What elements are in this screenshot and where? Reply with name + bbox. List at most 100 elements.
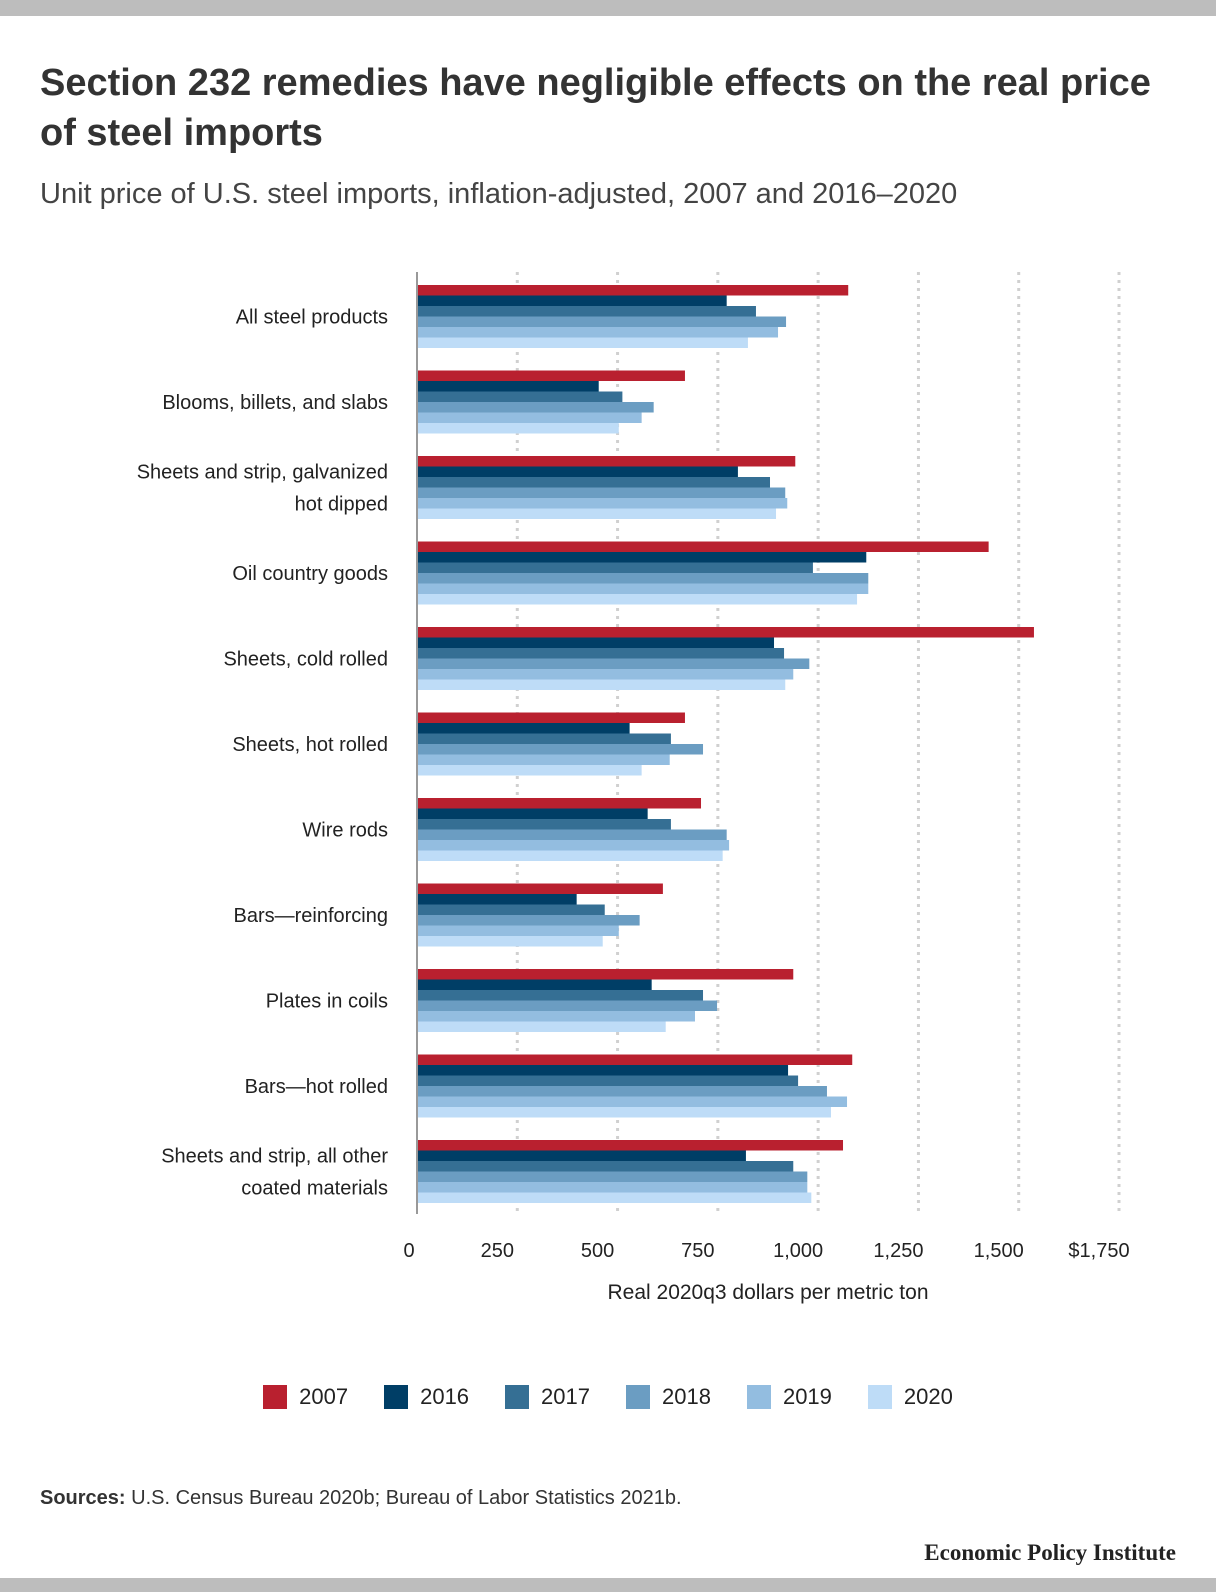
bar-2018 xyxy=(417,1086,827,1097)
bar-2019 xyxy=(417,754,670,765)
source-note: Sources: U.S. Census Bureau 2020b; Burea… xyxy=(40,1487,682,1510)
legend: 2007 2016 2017 2018 2019 2020 xyxy=(0,1384,1216,1410)
legend-swatch xyxy=(505,1385,530,1409)
legend-label: 2018 xyxy=(662,1384,711,1409)
bar-2007 xyxy=(417,969,794,980)
bar-2016 xyxy=(417,637,775,648)
bar-2019 xyxy=(417,840,730,851)
bar-2007 xyxy=(417,1054,853,1065)
legend-item-2017: 2017 xyxy=(505,1384,590,1410)
source-text: U.S. Census Bureau 2020b; Bureau of Labo… xyxy=(131,1487,682,1509)
bar-2020 xyxy=(417,850,723,861)
bar-2017 xyxy=(417,562,813,573)
bar-2018 xyxy=(417,829,727,840)
legend-swatch xyxy=(263,1385,288,1409)
bar-2019 xyxy=(417,583,869,594)
x-tick-label: $1,750 xyxy=(1068,1240,1129,1262)
bar-2019 xyxy=(417,1182,808,1193)
bar-2016 xyxy=(417,466,738,477)
bar-2017 xyxy=(417,904,605,915)
bar-2020 xyxy=(417,1192,812,1203)
category-label: Bars—hot rolled xyxy=(245,1076,388,1098)
bar-2017 xyxy=(417,391,623,402)
bar-2016 xyxy=(417,381,599,392)
legend-label: 2019 xyxy=(782,1384,832,1409)
bar-chart: All steel products Blooms, billets, and s… xyxy=(137,272,1130,1304)
legend-item-2016: 2016 xyxy=(384,1384,469,1410)
bar-2017 xyxy=(417,733,671,744)
bar-2016 xyxy=(417,723,630,734)
bar-2017 xyxy=(417,819,671,830)
bar-2017 xyxy=(417,1161,794,1172)
bar-2020 xyxy=(417,1021,666,1032)
legend-item-2018: 2018 xyxy=(626,1384,711,1410)
bar-2016 xyxy=(417,979,652,990)
bar-2020 xyxy=(417,765,642,776)
chart-subtitle: Unit price of U.S. steel imports, inflat… xyxy=(40,178,958,210)
bar-2019 xyxy=(417,669,794,680)
category-label: Blooms, billets, and slabs xyxy=(162,392,388,414)
bar-2016 xyxy=(417,1150,746,1161)
category-label: Bars—reinforcing xyxy=(233,905,388,927)
bar-2019 xyxy=(417,1011,695,1022)
bar-2016 xyxy=(417,1065,789,1076)
legend-swatch xyxy=(867,1385,892,1409)
bar-2018 xyxy=(417,1171,808,1182)
legend-item-2019: 2019 xyxy=(746,1384,832,1410)
brand-logo: Economic Policy Institute xyxy=(924,1540,1176,1565)
bar-2007 xyxy=(417,712,685,723)
bar-2007 xyxy=(417,285,849,296)
bar-2019 xyxy=(417,925,619,936)
bar-2017 xyxy=(417,477,771,488)
chart-title: Section 232 remedies have negligible eff… xyxy=(40,62,1151,154)
category-label: Wire rods xyxy=(302,820,388,842)
bar-2016 xyxy=(417,552,867,563)
bar-2020 xyxy=(417,508,777,519)
bar-2019 xyxy=(417,498,788,509)
bar-2007 xyxy=(417,1140,844,1151)
bar-2016 xyxy=(417,808,648,819)
legend-label: 2007 xyxy=(299,1384,349,1409)
category-label: Sheets and strip, all other xyxy=(161,1146,388,1168)
bar-2007 xyxy=(417,798,702,809)
legend-item-2007: 2007 xyxy=(263,1384,348,1410)
x-tick-label: 1,000 xyxy=(773,1240,823,1262)
bar-2007 xyxy=(417,370,685,381)
bar-2018 xyxy=(417,573,869,584)
bar-2020 xyxy=(417,594,858,605)
bottom-border xyxy=(0,1578,1216,1592)
bar-2017 xyxy=(417,648,785,659)
legend-swatch xyxy=(746,1385,771,1409)
category-label: All steel products xyxy=(236,307,388,329)
bar-2020 xyxy=(417,1107,831,1118)
top-border xyxy=(0,0,1216,16)
bar-2007 xyxy=(417,541,989,552)
category-label: Sheets and strip, galvanized xyxy=(137,462,388,484)
legend-swatch xyxy=(626,1385,650,1409)
bar-2020 xyxy=(417,936,603,947)
bar-2018 xyxy=(417,402,654,413)
bar-2019 xyxy=(417,412,642,423)
bar-2017 xyxy=(417,1075,799,1086)
legend-item-2020: 2020 xyxy=(867,1384,953,1410)
category-label: Plates in coils xyxy=(266,991,388,1013)
x-axis-title: Real 2020q3 dollars per metric ton xyxy=(607,1281,928,1304)
bar-2019 xyxy=(417,1096,848,1107)
bar-2018 xyxy=(417,915,640,926)
bar-2007 xyxy=(417,627,1034,638)
x-tick-label: 0 xyxy=(403,1240,414,1262)
bar-2007 xyxy=(417,883,663,894)
bar-2018 xyxy=(417,658,810,669)
category-label: Sheets, cold rolled xyxy=(223,649,388,671)
legend-swatch xyxy=(384,1385,409,1409)
category-label: hot dipped xyxy=(295,494,388,516)
x-tick-label: 750 xyxy=(681,1240,714,1262)
bar-2020 xyxy=(417,337,748,348)
bar-2017 xyxy=(417,306,756,317)
category-label: Oil country goods xyxy=(232,563,388,585)
bar-2018 xyxy=(417,316,787,327)
bar-2018 xyxy=(417,744,704,755)
bar-2018 xyxy=(417,487,786,498)
bar-2020 xyxy=(417,679,786,690)
category-label: coated materials xyxy=(241,1178,388,1200)
